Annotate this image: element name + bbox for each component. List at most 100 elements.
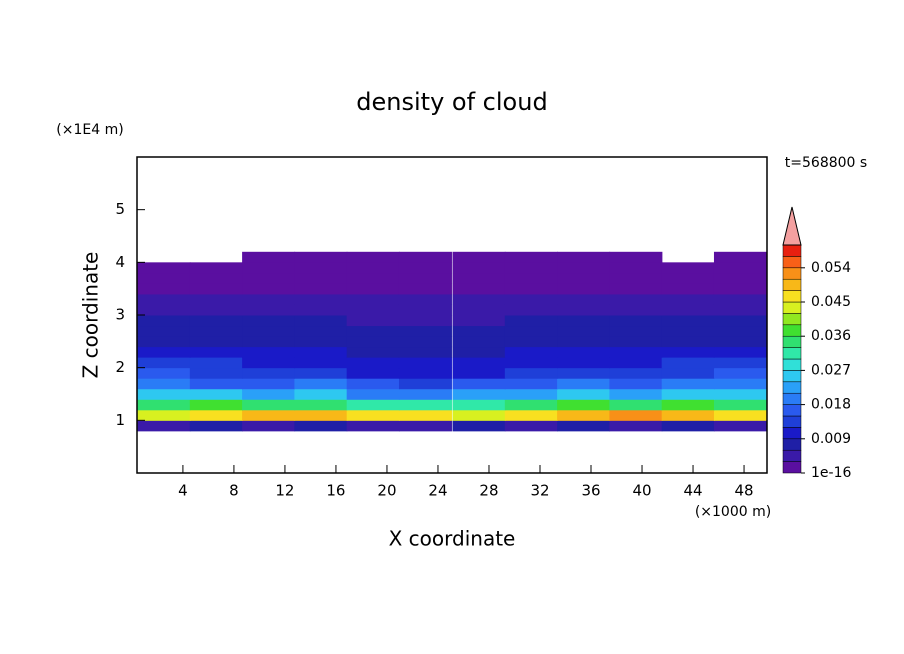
field-cell <box>189 336 243 348</box>
colorbar-tick-label: 0.036 <box>811 328 851 344</box>
field-cell <box>242 420 296 432</box>
field-cell <box>242 283 296 295</box>
field-cell <box>452 293 506 305</box>
field-cell <box>713 325 767 337</box>
field-cell <box>242 262 296 274</box>
field-cell <box>294 336 348 348</box>
field-cell <box>346 325 400 337</box>
x-axis-label: X coordinate <box>389 527 516 551</box>
field-cell <box>294 346 348 358</box>
field-cell <box>661 346 715 358</box>
field-cell <box>137 315 191 327</box>
field-cell <box>452 399 506 411</box>
colorbar-box <box>782 358 802 371</box>
colorbar-box <box>782 267 802 280</box>
field-cell <box>713 388 767 400</box>
field-cell <box>504 315 558 327</box>
x-tick-label: 4 <box>178 482 188 500</box>
field-cell <box>137 388 191 400</box>
field-cell <box>398 325 452 337</box>
colorbar-box <box>782 438 802 451</box>
field-cell <box>713 272 767 284</box>
field-cell <box>189 283 243 295</box>
field-cell <box>504 262 558 274</box>
field-cell <box>137 283 191 295</box>
field-cell <box>137 346 191 358</box>
field-cell <box>137 378 191 390</box>
field-cell <box>398 399 452 411</box>
field-cell <box>609 388 663 400</box>
colorbar-tick-label: 0.027 <box>811 362 851 378</box>
field-cell <box>557 378 611 390</box>
field-cell <box>452 420 506 432</box>
field-cell <box>189 409 243 421</box>
colorbar-box <box>782 381 802 394</box>
field-cell <box>713 315 767 327</box>
field-cell <box>294 304 348 316</box>
field-cell <box>189 367 243 379</box>
field-cell <box>713 283 767 295</box>
y-tick-label: 4 <box>115 253 125 271</box>
field-cell <box>557 293 611 305</box>
field-cell <box>346 357 400 369</box>
field-cell <box>504 346 558 358</box>
field-cell <box>398 420 452 432</box>
field-cell <box>609 325 663 337</box>
field-cell <box>242 409 296 421</box>
field-cell <box>452 388 506 400</box>
y-unit: (×1E4 m) <box>56 122 123 138</box>
field-cell <box>294 388 348 400</box>
field-cell <box>609 262 663 274</box>
field-cell <box>661 367 715 379</box>
field-cell <box>504 378 558 390</box>
colorbar-box <box>782 347 802 360</box>
field-cell <box>504 293 558 305</box>
colorbar-box <box>782 256 802 269</box>
field-cell <box>242 325 296 337</box>
field-cell <box>242 304 296 316</box>
colorbar-box <box>782 313 802 326</box>
field-cell <box>661 325 715 337</box>
field-cell <box>661 388 715 400</box>
field-cell <box>557 357 611 369</box>
field-cell <box>661 283 715 295</box>
field-cell <box>661 420 715 432</box>
y-tick-label: 3 <box>115 306 125 324</box>
field-cell <box>557 304 611 316</box>
field-cell <box>609 251 663 263</box>
field-cell <box>242 346 296 358</box>
field-cell <box>189 262 243 274</box>
field-cell <box>137 409 191 421</box>
field-cell <box>398 304 452 316</box>
field-cell <box>398 315 452 327</box>
field-cell <box>661 399 715 411</box>
field-cell <box>346 378 400 390</box>
field-cell <box>713 304 767 316</box>
field-cell <box>452 346 506 358</box>
field-cell <box>661 378 715 390</box>
y-tick-label: 5 <box>115 200 125 218</box>
field-cell <box>713 262 767 274</box>
field-cell <box>557 262 611 274</box>
field-cell <box>452 409 506 421</box>
field-cell <box>346 336 400 348</box>
field-cell <box>661 272 715 284</box>
field-cell <box>609 409 663 421</box>
field-cell <box>346 293 400 305</box>
field-cell <box>504 283 558 295</box>
y-tick-label: 2 <box>115 358 125 376</box>
field-cell <box>609 367 663 379</box>
field-cell <box>242 336 296 348</box>
field-cell <box>294 315 348 327</box>
field-cell <box>242 367 296 379</box>
x-tick-label: 24 <box>428 482 447 500</box>
field-cell <box>242 388 296 400</box>
field-cell <box>346 346 400 358</box>
x-unit: (×1000 m) <box>695 504 771 520</box>
field-cell <box>452 315 506 327</box>
field-cell <box>609 293 663 305</box>
field-cell <box>452 251 506 263</box>
field-cell <box>713 251 767 263</box>
field-cell <box>504 272 558 284</box>
x-tick-label: 36 <box>581 482 600 500</box>
